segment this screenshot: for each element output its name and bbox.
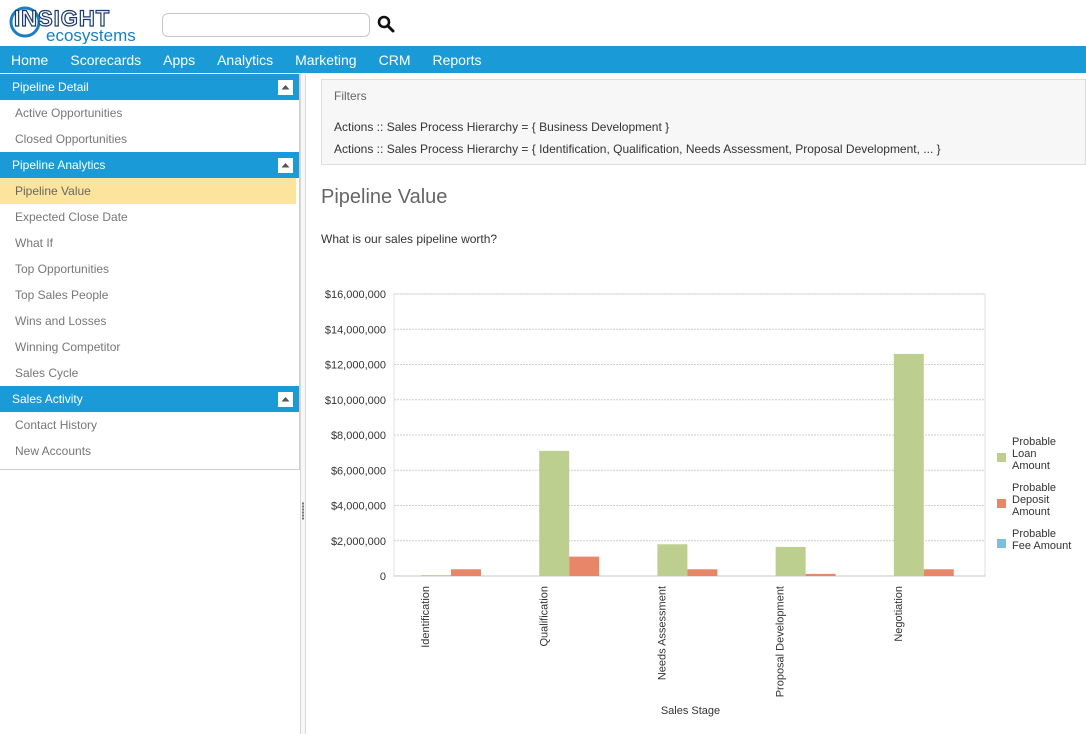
sidebar-item-wins-and-losses[interactable]: Wins and Losses (15, 314, 107, 328)
section-header-pipeline-analytics[interactable]: Pipeline Analytics (0, 152, 299, 178)
nav-marketing[interactable]: Marketing (295, 51, 357, 68)
bar (687, 569, 718, 576)
drag-handle-icon[interactable] (302, 502, 304, 520)
sidebar-item-winning-competitor[interactable]: Winning Competitor (15, 340, 121, 354)
sidebar-item-top-sales-people[interactable]: Top Sales People (15, 288, 109, 302)
nav-scorecards[interactable]: Scorecards (70, 51, 142, 68)
search-icon[interactable] (377, 15, 395, 33)
pane-splitter[interactable] (300, 74, 306, 734)
main-nav: Home Scorecards Apps Analytics Marketing… (0, 46, 1086, 73)
bar (805, 573, 836, 576)
sidebar-item-active-opportunities[interactable]: Active Opportunities (15, 106, 123, 120)
logo-wordmark-top: INSIGHT (14, 6, 110, 31)
nav-home[interactable]: Home (11, 51, 49, 68)
bar (923, 569, 954, 576)
x-tick-label: Qualification (538, 586, 550, 647)
legend-label: Fee Amount (1012, 540, 1071, 552)
sidebar: Pipeline Detail Active Opportunities Clo… (0, 74, 300, 470)
top-bar: INSIGHT ecosystems (0, 0, 1086, 46)
nav-analytics[interactable]: Analytics (217, 51, 274, 68)
section-title: Sales Activity (12, 392, 83, 406)
legend-label: Probable (1012, 482, 1056, 494)
y-tick-label: $12,000,000 (325, 360, 386, 372)
filters-panel: Filters Actions :: Sales Process Hierarc… (321, 79, 1086, 165)
bar (451, 569, 481, 576)
sidebar-item-pipeline-value[interactable]: Pipeline Value (0, 178, 296, 204)
collapse-icon[interactable] (278, 391, 293, 407)
x-tick-label: Identification (420, 586, 432, 648)
legend-label: Deposit (1012, 494, 1049, 506)
bar (421, 575, 451, 576)
y-tick-label: $2,000,000 (331, 536, 386, 548)
sidebar-item-top-opportunities[interactable]: Top Opportunities (15, 262, 110, 276)
y-tick-label: $14,000,000 (325, 324, 386, 336)
x-axis-title: Sales Stage (661, 705, 720, 717)
legend-label: Loan (1012, 448, 1036, 460)
nav-crm[interactable]: CRM (378, 51, 411, 68)
legend-swatch (997, 499, 1006, 508)
sidebar-item-closed-opportunities[interactable]: Closed Opportunities (15, 132, 128, 146)
sidebar-item-sales-cycle[interactable]: Sales Cycle (15, 366, 79, 380)
y-tick-label: 0 (380, 571, 386, 583)
nav-reports[interactable]: Reports (432, 51, 482, 68)
section-title: Pipeline Detail (12, 80, 89, 94)
section-title: Pipeline Analytics (12, 158, 106, 172)
collapse-icon[interactable] (278, 157, 293, 173)
bar (539, 450, 570, 576)
x-tick-label: Negotiation (893, 586, 905, 642)
sidebar-item-contact-history[interactable]: Contact History (15, 418, 98, 432)
collapse-icon[interactable] (278, 79, 293, 95)
y-tick-label: $4,000,000 (331, 501, 386, 513)
insight-ecosystems-logo[interactable]: INSIGHT ecosystems (8, 2, 158, 44)
y-tick-label: $8,000,000 (331, 430, 386, 442)
section-header-sales-activity[interactable]: Sales Activity (0, 386, 299, 412)
x-tick-label: Needs Assessment (657, 586, 669, 680)
bar (569, 556, 600, 576)
page-question: What is our sales pipeline worth? (321, 232, 498, 246)
bar (775, 546, 806, 576)
legend-label: Amount (1012, 506, 1050, 518)
bar (657, 544, 688, 576)
filter-line: Actions :: Sales Process Hierarchy = { B… (334, 120, 670, 134)
legend-swatch (997, 539, 1006, 548)
pipeline-value-chart: 0 $2,000,000 $4,000,000 $6,000,000 $8,000,00… (325, 289, 1072, 717)
y-tick-label: $6,000,000 (331, 465, 386, 477)
y-tick-label: $16,000,000 (325, 289, 386, 301)
page-title: Pipeline Value (321, 186, 448, 208)
legend-label: Amount (1012, 460, 1050, 472)
search-input[interactable] (162, 13, 370, 37)
sidebar-item-what-if[interactable]: What If (15, 236, 54, 250)
section-header-pipeline-detail[interactable]: Pipeline Detail (0, 74, 299, 100)
x-tick-label: Proposal Development (775, 586, 787, 697)
filters-title: Filters (334, 89, 367, 103)
nav-apps[interactable]: Apps (163, 51, 196, 68)
sidebar-item-new-accounts[interactable]: New Accounts (15, 444, 92, 458)
filter-line: Actions :: Sales Process Hierarchy = { I… (334, 142, 941, 156)
logo-wordmark-bottom: ecosystems (46, 26, 136, 44)
y-tick-label: $10,000,000 (325, 395, 386, 407)
bar (893, 353, 924, 576)
legend-label: Probable (1012, 436, 1056, 448)
sidebar-item-expected-close-date[interactable]: Expected Close Date (15, 210, 128, 224)
legend-label: Probable (1012, 528, 1056, 540)
legend-swatch (997, 453, 1006, 462)
